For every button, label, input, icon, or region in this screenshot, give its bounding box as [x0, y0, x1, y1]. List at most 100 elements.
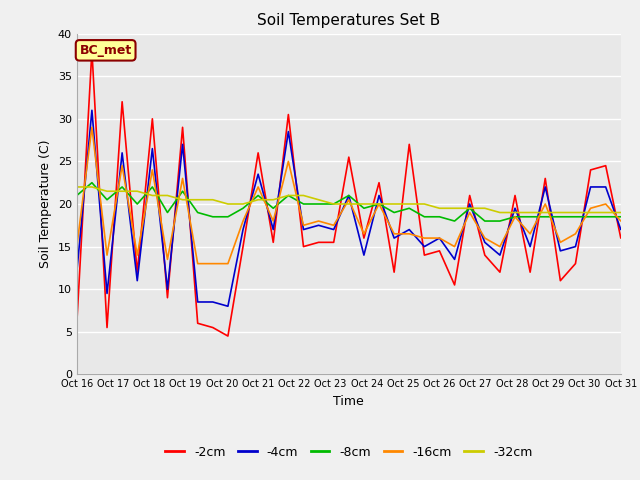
Line: -8cm: -8cm — [77, 183, 621, 221]
-4cm — [572, 244, 579, 250]
-4cm — [209, 299, 216, 305]
-32cm — [118, 188, 126, 194]
-16cm — [285, 158, 292, 164]
-4cm — [73, 269, 81, 275]
-32cm — [239, 201, 247, 207]
-32cm — [602, 210, 609, 216]
-32cm — [179, 197, 186, 203]
-4cm — [436, 235, 444, 241]
-32cm — [300, 192, 307, 198]
-4cm — [602, 184, 609, 190]
-16cm — [526, 231, 534, 237]
-2cm — [194, 321, 202, 326]
-16cm — [73, 244, 81, 250]
-4cm — [526, 244, 534, 250]
-16cm — [239, 218, 247, 224]
-4cm — [451, 256, 458, 262]
-32cm — [103, 188, 111, 194]
-16cm — [496, 244, 504, 250]
-16cm — [436, 235, 444, 241]
-4cm — [587, 184, 595, 190]
-32cm — [466, 205, 474, 211]
-16cm — [390, 231, 398, 237]
-16cm — [466, 210, 474, 216]
-4cm — [405, 227, 413, 232]
-4cm — [254, 171, 262, 177]
-16cm — [405, 231, 413, 237]
-16cm — [164, 256, 172, 262]
-16cm — [315, 218, 323, 224]
-2cm — [541, 176, 549, 181]
-4cm — [88, 108, 96, 113]
-2cm — [254, 150, 262, 156]
-16cm — [209, 261, 216, 266]
-8cm — [390, 210, 398, 216]
-4cm — [557, 248, 564, 254]
-32cm — [73, 184, 81, 190]
-32cm — [209, 197, 216, 203]
-32cm — [405, 201, 413, 207]
X-axis label: Time: Time — [333, 395, 364, 408]
-32cm — [496, 210, 504, 216]
-4cm — [360, 252, 368, 258]
-32cm — [617, 210, 625, 216]
-8cm — [164, 210, 172, 216]
-4cm — [164, 286, 172, 292]
Legend: -2cm, -4cm, -8cm, -16cm, -32cm: -2cm, -4cm, -8cm, -16cm, -32cm — [160, 441, 538, 464]
-2cm — [285, 112, 292, 118]
-2cm — [557, 278, 564, 284]
-8cm — [526, 214, 534, 220]
-4cm — [511, 205, 519, 211]
-8cm — [617, 214, 625, 220]
-8cm — [194, 210, 202, 216]
-16cm — [194, 261, 202, 266]
-4cm — [375, 192, 383, 198]
-2cm — [420, 252, 428, 258]
-16cm — [118, 163, 126, 168]
-8cm — [118, 184, 126, 190]
-4cm — [345, 192, 353, 198]
-2cm — [269, 240, 277, 245]
-32cm — [254, 197, 262, 203]
-4cm — [390, 235, 398, 241]
-8cm — [436, 214, 444, 220]
-2cm — [133, 269, 141, 275]
-2cm — [375, 180, 383, 186]
-32cm — [436, 205, 444, 211]
-8cm — [269, 205, 277, 211]
-8cm — [300, 201, 307, 207]
-8cm — [587, 214, 595, 220]
-4cm — [315, 222, 323, 228]
Title: Soil Temperatures Set B: Soil Temperatures Set B — [257, 13, 440, 28]
-2cm — [103, 324, 111, 330]
-4cm — [133, 278, 141, 284]
-16cm — [541, 201, 549, 207]
-16cm — [103, 252, 111, 258]
-4cm — [239, 227, 247, 232]
-2cm — [572, 261, 579, 266]
-32cm — [88, 184, 96, 190]
-2cm — [617, 235, 625, 241]
-32cm — [390, 201, 398, 207]
-2cm — [73, 321, 81, 326]
-16cm — [481, 235, 489, 241]
-32cm — [133, 188, 141, 194]
-8cm — [481, 218, 489, 224]
-16cm — [179, 176, 186, 181]
-8cm — [209, 214, 216, 220]
-2cm — [239, 244, 247, 250]
-16cm — [269, 218, 277, 224]
-32cm — [557, 210, 564, 216]
-2cm — [466, 192, 474, 198]
-4cm — [420, 244, 428, 250]
-4cm — [194, 299, 202, 305]
Text: BC_met: BC_met — [79, 44, 132, 57]
-32cm — [481, 205, 489, 211]
-32cm — [330, 201, 337, 207]
-4cm — [541, 184, 549, 190]
-32cm — [541, 210, 549, 216]
-8cm — [73, 192, 81, 198]
-16cm — [617, 218, 625, 224]
-2cm — [345, 154, 353, 160]
-8cm — [133, 201, 141, 207]
